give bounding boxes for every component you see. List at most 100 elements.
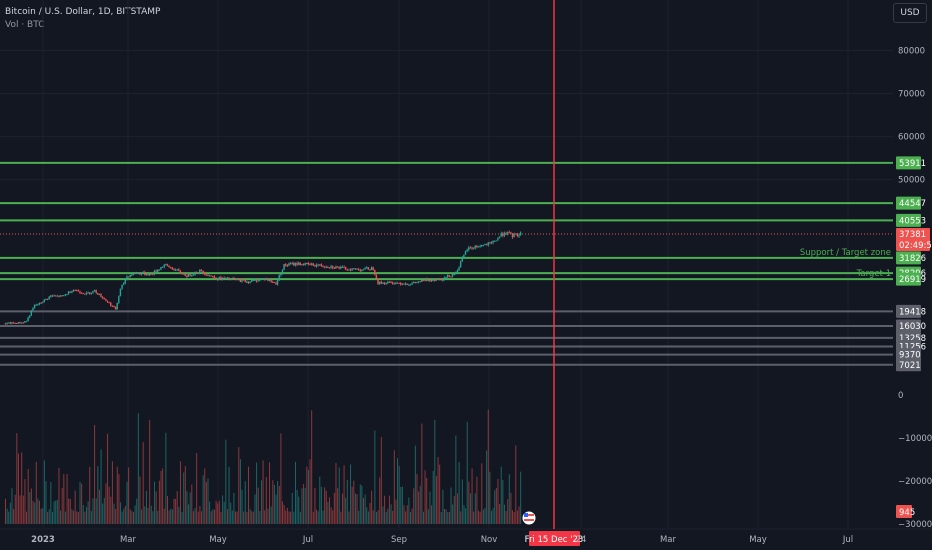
candle-body <box>20 322 23 324</box>
candle-body <box>484 244 486 246</box>
volume-bar <box>217 503 219 524</box>
volume-bar <box>456 493 458 524</box>
volume-bar <box>442 489 444 524</box>
volume-bar <box>325 490 327 524</box>
volume-tick-label: 0 <box>898 391 903 401</box>
volume-bar <box>87 501 89 524</box>
candle-body <box>291 263 293 265</box>
volume-bar <box>363 497 365 524</box>
price-levels: Support / Target zone Target 1 <box>0 161 893 366</box>
candle-body <box>323 266 326 268</box>
volume-value-label: 945 <box>899 508 915 518</box>
gray-level-label-bg <box>896 319 921 333</box>
candle-body <box>161 266 164 268</box>
volume-bar <box>81 483 83 524</box>
candle-body <box>469 247 472 249</box>
candle-body <box>464 251 467 255</box>
candle-body <box>388 281 391 283</box>
volume-bar <box>366 507 368 524</box>
candle-body <box>487 242 489 246</box>
volume-bar <box>201 511 203 524</box>
volume-bar <box>275 494 277 524</box>
current-price-label: 37381 <box>899 230 926 240</box>
candle-body <box>451 274 454 277</box>
candle-body <box>210 275 212 277</box>
candle-body <box>273 282 276 284</box>
volume-bar <box>51 511 53 524</box>
volume-bar <box>137 413 139 524</box>
volume-bar <box>71 509 73 524</box>
support-level-label: 31826 <box>899 254 926 264</box>
candle-body <box>139 272 141 275</box>
currency-button[interactable]: USD <box>893 3 927 23</box>
volume-bar <box>199 506 201 524</box>
volume-bar <box>413 488 415 524</box>
candle-body <box>395 282 397 284</box>
volume-bar <box>497 479 499 524</box>
price-axis[interactable]: 80000 70000 60000 50000 0 −10000 −20000 −30000 5… <box>896 46 932 530</box>
volume-bar <box>405 511 407 524</box>
volume-bar <box>421 423 423 524</box>
time-axis[interactable]: 2023 Mar May Jul Sep Nov 24 Mar May Jul <box>31 535 853 545</box>
volume-bar <box>515 445 517 524</box>
volume-bar <box>21 452 23 524</box>
volume-bar <box>63 474 65 524</box>
volume-bar <box>455 435 457 524</box>
volume-bar <box>188 504 190 524</box>
us-flag-icon-stripe <box>524 519 534 521</box>
candle-body <box>299 262 301 266</box>
volume-bar <box>397 458 399 524</box>
candle-body <box>346 269 348 271</box>
volume-indicator-title[interactable]: Vol · BTC <box>5 20 45 30</box>
candle-body <box>208 275 211 277</box>
candle-body <box>278 275 280 281</box>
candle-body <box>288 263 290 266</box>
volume-bar <box>293 511 295 524</box>
candle-body <box>113 305 115 307</box>
volume-bar <box>17 453 19 524</box>
candle-body <box>252 280 254 282</box>
volume-bar <box>463 505 465 524</box>
candle-body <box>7 322 10 324</box>
volume-bar <box>167 495 168 524</box>
candle-body <box>74 289 76 291</box>
candle-body <box>301 264 303 266</box>
volume-bar <box>128 467 130 524</box>
candle-body <box>129 274 131 278</box>
volume-bar <box>371 490 373 524</box>
candle-body <box>197 272 199 274</box>
candle-body <box>166 264 169 266</box>
volume-bar <box>481 463 483 524</box>
time-tick-label: 24 <box>576 535 587 545</box>
gray-level-label: 7021 <box>899 361 921 371</box>
volume-bar <box>448 511 450 524</box>
candle-body <box>203 272 206 275</box>
volume-bar <box>22 495 24 524</box>
volume-bar <box>68 498 70 524</box>
volume-bar <box>84 511 86 524</box>
volume-bar <box>26 511 28 524</box>
candle-body <box>212 276 214 278</box>
candle-body <box>181 272 183 275</box>
symbol-title[interactable]: Bitcoin / U.S. Dollar, 1D, BITSTAMP <box>5 7 161 17</box>
candle-body <box>189 273 191 276</box>
volume-bar <box>296 489 298 524</box>
candle-body <box>71 291 73 293</box>
volume-bar <box>507 499 509 524</box>
candle-body <box>25 321 28 323</box>
volume-bar <box>210 511 212 524</box>
volume-bar <box>213 509 215 524</box>
volume-bar <box>327 501 329 524</box>
volume-bar <box>414 445 416 524</box>
volume-bar <box>131 511 133 524</box>
volume-bar <box>249 509 251 524</box>
candle-body <box>409 284 412 286</box>
volume-bar <box>212 509 214 524</box>
volume-bar <box>418 491 420 524</box>
volume-bar <box>222 495 224 524</box>
candle-body <box>163 264 165 267</box>
candle-body <box>365 267 368 269</box>
volume-bar <box>207 478 209 524</box>
volume-bar <box>186 491 188 524</box>
